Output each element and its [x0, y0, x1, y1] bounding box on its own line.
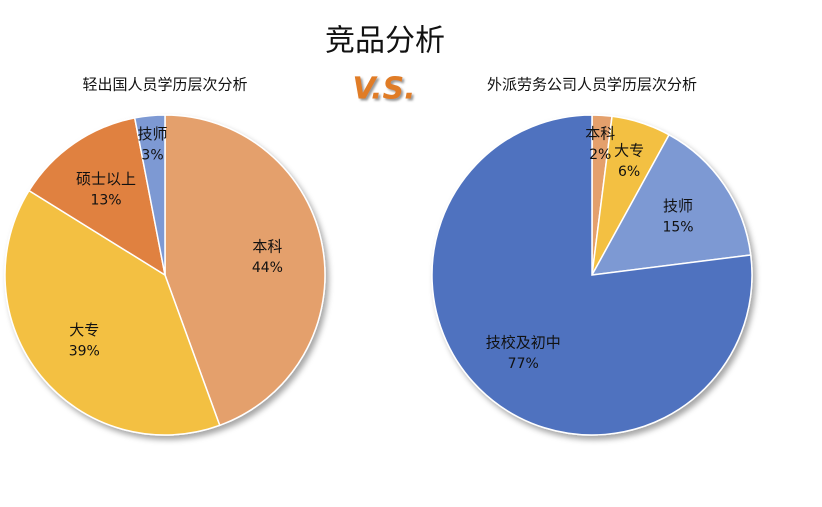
- slice-label: 大专: [614, 141, 644, 159]
- pie-slice: [590, 133, 752, 276]
- slice-value-label: 6%: [618, 164, 640, 180]
- pie-slice: [164, 114, 326, 427]
- slice-label: 本科: [252, 237, 282, 255]
- slice-value-label: 44%: [252, 260, 283, 276]
- slice-value-label: 15%: [662, 220, 693, 236]
- slice-label: 技校及初中: [486, 334, 561, 352]
- slice-label: 本科: [585, 125, 615, 143]
- main-title: 竞品分析: [325, 24, 445, 59]
- slice-label: 大专: [69, 321, 99, 339]
- pie: [431, 114, 753, 436]
- slice-value-label: 39%: [69, 344, 100, 360]
- slice-label: 技师: [663, 197, 693, 215]
- slice-label: 硕士以上: [76, 170, 136, 188]
- pie: [4, 114, 326, 436]
- slice-value-label: 77%: [508, 356, 539, 372]
- slice-value-label: 2%: [589, 147, 611, 163]
- chart-title: 轻出国人员学历层次分析: [82, 76, 247, 94]
- vs-label: V.S.: [353, 72, 416, 107]
- pie-slice: [28, 117, 167, 277]
- chart-title: 外派劳务公司人员学历层次分析: [487, 76, 697, 94]
- slice-value-label: 3%: [141, 147, 163, 163]
- slice-label: 技师: [138, 125, 168, 143]
- pie-slice: [4, 189, 221, 436]
- slice-value-label: 13%: [90, 192, 121, 208]
- pie-slice: [431, 114, 753, 436]
- pie-slice: [133, 114, 166, 276]
